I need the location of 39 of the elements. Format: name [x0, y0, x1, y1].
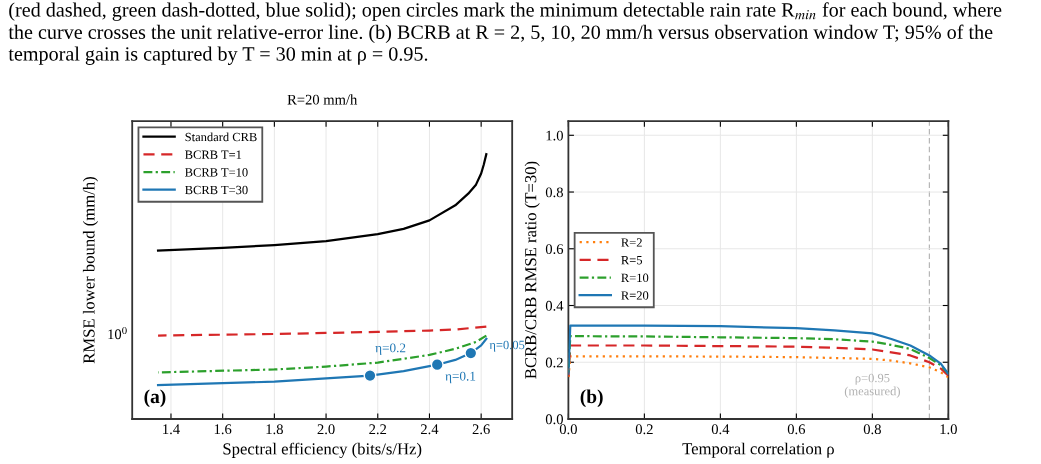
annotation: η=0.2	[375, 343, 406, 355]
legend-label: BCRB T=30	[185, 185, 248, 195]
annotation: (b)	[580, 389, 603, 408]
legend-label: BCRB T=1	[185, 150, 242, 159]
x-tick-label: 1.0	[940, 424, 957, 435]
x-tick-label: 0.0	[559, 424, 577, 435]
x-tick-label: 2.2	[369, 424, 387, 435]
x-tick-label: 0.2	[635, 424, 653, 435]
y-tick-label: 0.8	[545, 187, 563, 198]
y-tick-label: 0.0	[545, 414, 563, 425]
x-tick-label: 1.4	[163, 424, 180, 435]
x-axis-title: Temporal correlation ρ	[682, 442, 834, 458]
legend-label: BCRB T=10	[185, 168, 248, 177]
text: (red dashed, green dash-dotted, blue solid); open circles mark the minimum detectable rain rate R$_{min}$ for each bound, where the curve crosses the unit relative-error line. (b) BCRB at R = 2, 5, 10, 20 mm/h versus observation window T; 95% of the temporal gain is captured by T = 30 min at ρ = 0.95.	[8, 2, 1002, 65]
x-tick-label: 1.6	[214, 424, 232, 435]
legend-label: R=5	[621, 256, 643, 265]
legend-label: R=2	[621, 238, 642, 247]
ref-line-label: ρ=0.95 (measured)	[844, 373, 900, 398]
x-tick-label: 0.4	[711, 424, 730, 435]
y-tick-label: 1.0	[546, 130, 563, 141]
y-tick-label: 0.4	[545, 300, 564, 311]
y-tick-label: 0.2	[545, 357, 563, 368]
legend-label: R=20	[621, 291, 649, 300]
text: 10$^{0}$	[108, 326, 127, 340]
legend-label: R=10	[621, 273, 649, 283]
chart-title: R=20 mm/h	[287, 94, 358, 105]
x-tick-label: 2.6	[472, 424, 490, 435]
annotation: η=0.1	[445, 371, 476, 384]
y-axis-title: RMSE lower bound (mm/h)	[82, 177, 99, 364]
y-tick-label: 0.6	[545, 244, 564, 255]
x-tick-label: 0.8	[863, 424, 881, 435]
y-axis-title: BCRB/CRB RMSE ratio (T=30)	[524, 161, 540, 379]
x-tick-label: 1.8	[266, 424, 283, 435]
legend-label: Standard CRB	[185, 132, 257, 142]
x-axis-title: Spectral efficiency (bits/s/Hz)	[223, 442, 422, 458]
x-tick-label: 2.4	[420, 424, 439, 435]
x-tick-label: 2.0	[317, 424, 335, 435]
annotation: (a)	[144, 389, 166, 408]
x-tick-label: 0.6	[787, 424, 806, 435]
